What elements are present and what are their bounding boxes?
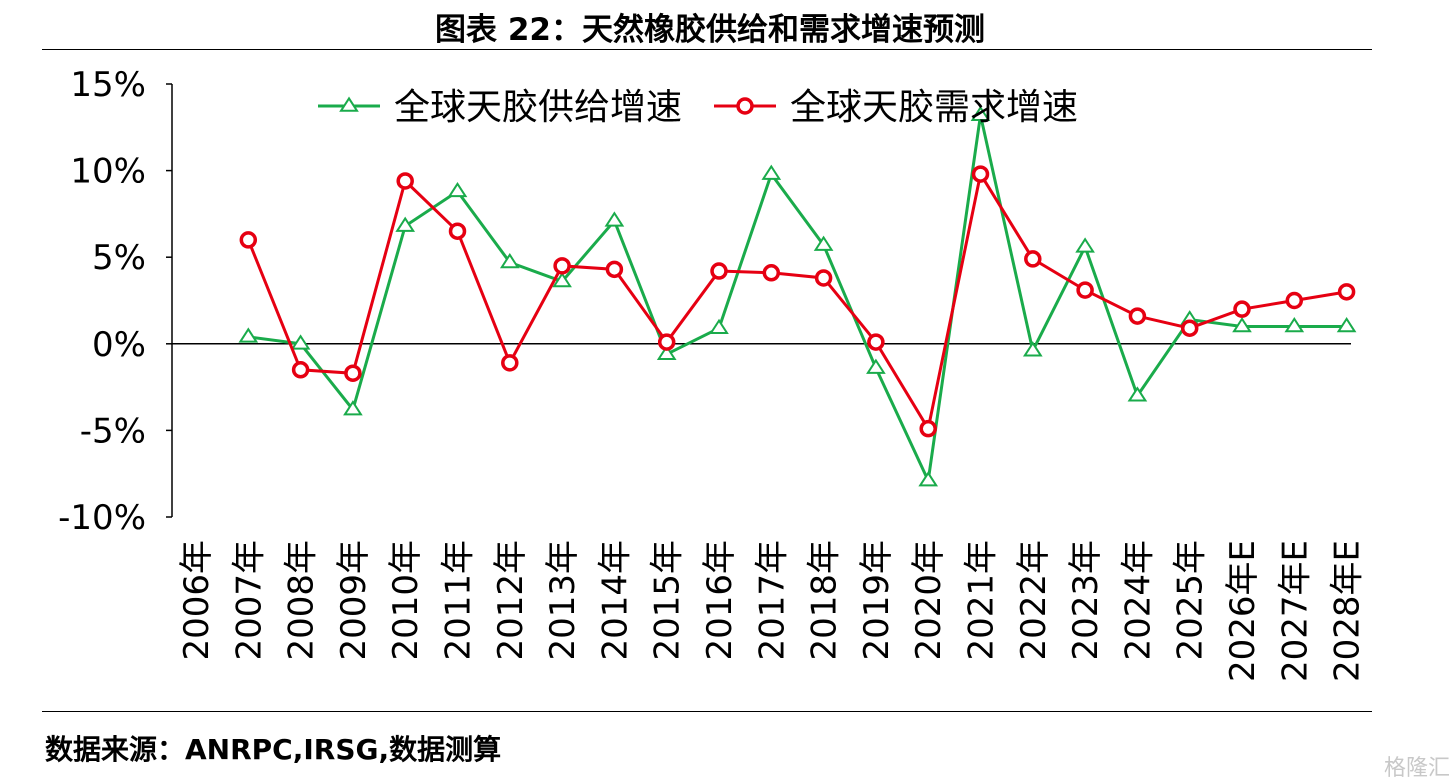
data-point: [709, 318, 729, 335]
data-source: 数据来源：ANRPC,IRSG,数据测算: [45, 733, 502, 766]
series-line: [246, 170, 1347, 433]
data-point: [656, 344, 677, 360]
y-tick-label: 0%: [92, 325, 146, 365]
x-tick-label: 2025年: [1171, 540, 1211, 661]
series-line: [248, 114, 1347, 486]
title-rule: [42, 49, 1372, 50]
data-point: [1336, 317, 1357, 333]
x-tick-label: 2024年: [1118, 540, 1158, 661]
data-point: [396, 172, 414, 190]
data-point: [657, 333, 676, 351]
data-point: [1024, 250, 1042, 268]
data-point: [1127, 386, 1148, 402]
y-tick-label: 10%: [70, 152, 146, 192]
data-point: [239, 231, 258, 249]
data-point: [1232, 317, 1252, 333]
data-point: [501, 354, 519, 372]
data-point: [448, 222, 467, 240]
data-point: [971, 165, 990, 183]
data-point: [1180, 319, 1199, 337]
legend: 全球天胶供给增速 全球天胶需求增速: [318, 87, 1078, 128]
x-tick-label: 2022年: [1014, 540, 1054, 661]
legend-label: 全球天胶供给增速: [394, 87, 682, 128]
watermark: 格隆汇: [1383, 756, 1450, 781]
y-tick-label: -10%: [58, 498, 146, 538]
data-point: [867, 333, 885, 351]
data-point: [1233, 300, 1251, 318]
x-tick-label: 2007年: [229, 540, 269, 661]
data-point: [604, 211, 625, 227]
legend-item: 全球天胶供给增速: [318, 87, 682, 128]
y-tick-label: -5%: [80, 411, 146, 451]
data-point: [814, 269, 833, 287]
x-tick-label: 2019年: [857, 540, 897, 661]
data-point: [762, 264, 781, 282]
x-tick-label: 2012年: [491, 540, 531, 661]
data-point: [395, 216, 416, 232]
data-point: [344, 364, 362, 382]
x-tick-label: 2018年: [805, 540, 845, 661]
data-point: [238, 327, 259, 343]
x-tick-label: 2010年: [386, 540, 426, 661]
x-tick-label: 2006年: [177, 540, 217, 661]
data-point: [1076, 281, 1094, 299]
legend-marker: [736, 97, 754, 115]
data-point: [761, 164, 782, 180]
data-point: [1284, 317, 1305, 333]
x-tick-label: 2011年: [439, 540, 479, 661]
data-point: [447, 181, 468, 198]
data-point: [813, 235, 834, 251]
y-tick-label: 5%: [92, 238, 146, 278]
data-point: [291, 361, 310, 379]
axes: 15% 10% 5% 0% -5% -10% 2006年 2007年 2008年 2009年 201…: [58, 65, 1367, 682]
x-tick-label: 2028年E: [1328, 540, 1368, 682]
data-point: [290, 334, 311, 350]
x-tick-label: 2027年E: [1275, 540, 1315, 682]
footer-rule: [42, 711, 1372, 712]
series-layer: [238, 105, 1357, 487]
data-point: [343, 400, 363, 416]
data-point: [866, 358, 886, 374]
data-point: [710, 262, 728, 280]
data-point: [1022, 341, 1043, 357]
data-point: [1075, 237, 1095, 253]
legend-label: 全球天胶需求增速: [790, 87, 1078, 128]
data-point: [1128, 307, 1147, 325]
data-point: [918, 471, 939, 487]
data-point: [499, 252, 520, 269]
data-point: [919, 419, 937, 438]
data-point: [605, 260, 624, 279]
legend-marker: [339, 96, 359, 112]
x-tick-label: 2008年: [282, 540, 322, 661]
legend-item: 全球天胶需求增速: [714, 87, 1078, 128]
x-tick-label: 2014年: [595, 540, 635, 661]
series-demand: [239, 165, 1356, 438]
x-tick-label: 2017年: [752, 540, 792, 661]
x-tick-label: 2016年: [700, 540, 740, 661]
x-tick-label: 2013年: [543, 540, 583, 661]
data-point: [1285, 291, 1304, 310]
x-tick-label: 2021年: [962, 540, 1002, 661]
x-tick-label: 2026年E: [1223, 540, 1263, 682]
x-tick-label: 2015年: [648, 540, 688, 661]
x-tick-label: 2009年: [334, 540, 374, 661]
data-point: [1337, 283, 1356, 301]
y-tick-label: 15%: [70, 65, 146, 105]
data-point: [552, 272, 572, 288]
x-tick-label: 2020年: [909, 540, 949, 661]
chart-title: 图表 22：天然橡胶供给和需求增速预测: [435, 12, 985, 48]
series-supply: [238, 105, 1357, 487]
data-point: [553, 257, 571, 275]
data-point: [970, 105, 991, 121]
x-tick-label: 2023年: [1066, 540, 1106, 661]
